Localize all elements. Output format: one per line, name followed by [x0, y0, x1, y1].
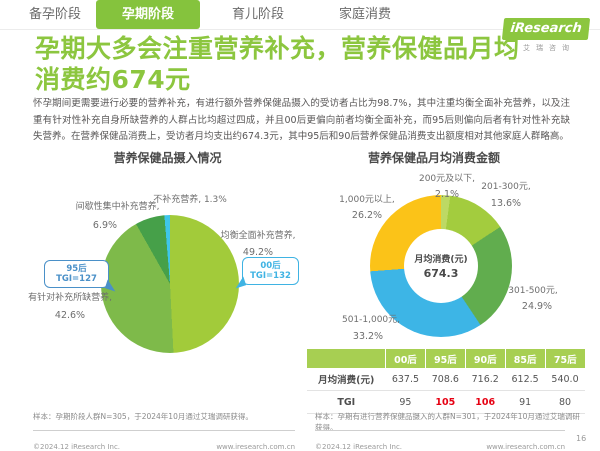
table-row-monthly-spend: 月均消费(元) 637.5 708.6 716.2 612.5 540.0: [307, 368, 585, 391]
intake-label-targeted: 有针对补充所缺营养,: [28, 293, 112, 303]
spend-donut-center: 月均消费(元) 674.3: [385, 252, 497, 280]
tab-bar: 备孕阶段 孕期阶段 育儿阶段 家庭消费: [0, 0, 600, 30]
table-cell: 637.5: [385, 368, 426, 391]
table-cell: 540.0: [545, 368, 585, 391]
spend-pct-301-500: 24.9%: [521, 301, 553, 312]
callout-00hou-group: 00后: [260, 261, 281, 271]
callout-95hou-group: 95后: [66, 264, 87, 274]
spend-pct-under200: 2.1%: [434, 189, 460, 200]
spend-pct-over1000: 26.2%: [351, 210, 383, 221]
table-header-85hou: 85后: [504, 349, 546, 368]
table-cell: 708.6: [425, 368, 466, 391]
generation-spend-table: 00后 95后 90后 85后 75后 月均消费(元) 637.5 708.6 …: [307, 349, 585, 414]
callout-95hou-value: TGI=127: [56, 274, 97, 284]
table-row-tgi: TGI 95 105 106 91 80: [307, 390, 585, 414]
intake-pie-chart: [101, 215, 239, 353]
copyright-text: ©2024.12 iResearch Inc.: [315, 443, 403, 451]
table-cell: 91: [505, 390, 546, 414]
tab-family-consumption[interactable]: 家庭消费: [338, 7, 391, 22]
intro-paragraph: 怀孕期间更需要进行必要的营养补充，有进行额外营养保健品摄入的受访者占比为98.7…: [33, 98, 570, 142]
table-cell: 95: [385, 390, 426, 414]
intake-pct-intermittent: 6.9%: [92, 220, 118, 231]
table-cell-highlight: 105: [425, 390, 466, 414]
website-text: www.iresearch.com.cn: [216, 443, 295, 451]
spend-label-501-1000: 501-1,000元,: [341, 315, 401, 325]
footer-right: ©2024.12 iResearch Inc. www.iresearch.co…: [315, 430, 565, 451]
intake-label-intermittent: 间歇性集中补充营养,: [75, 202, 160, 212]
intake-label-none: 不补充营养, 1.3%: [153, 195, 227, 205]
footnote-right: 样本：孕期有进行营养保健品摄入的人群N=301，于2024年10月通过艾瑞调研获…: [315, 412, 580, 432]
intake-chart-title: 营养保健品摄入情况: [113, 151, 222, 165]
table-cell: 80: [545, 390, 585, 414]
spend-pct-501-1000: 33.2%: [352, 331, 384, 342]
website-text: www.iresearch.com.cn: [486, 443, 565, 451]
table-header-75hou: 75后: [544, 349, 585, 368]
spend-donut-hole: [404, 229, 478, 303]
spend-label-under200: 200元及以下,: [418, 174, 476, 184]
tab-pregnancy-stage[interactable]: 孕期阶段: [96, 0, 200, 29]
spend-label-301-500: 301-500元,: [508, 286, 558, 296]
intake-label-balanced: 均衡全面补充营养,: [220, 231, 296, 241]
intake-chart-section: 营养保健品摄入情况 不补充营养, 1.3% 间歇性集中补充营养, 6.9% 均衡…: [0, 145, 300, 407]
spend-pct-201-300: 13.6%: [490, 198, 522, 209]
table-cell: 716.2: [465, 368, 506, 391]
footer-left: ©2024.12 iResearch Inc. www.iresearch.co…: [33, 430, 295, 451]
row-label-tgi: TGI: [307, 390, 386, 414]
footnote-left: 样本：孕期阶段人群N=305，于2024年10月通过艾瑞调研获得。: [33, 412, 253, 421]
callout-95hou-tgi: 95后 TGI=127: [44, 260, 119, 292]
table-header-row: 00后 95后 90后 85后 75后: [307, 349, 585, 368]
iresearch-logo: iResearch 艾瑞咨询: [501, 18, 591, 53]
spend-chart-section: 营养保健品月均消费金额 月均消费(元) 674.3 200元及以下, 2.1% …: [300, 145, 600, 414]
spend-label-201-300: 201-300元,: [481, 182, 531, 192]
callout-00hou-pointer: [232, 276, 247, 289]
spend-chart-title: 营养保健品月均消费金额: [367, 151, 500, 165]
iresearch-logo-chinese: 艾瑞咨询: [523, 44, 575, 52]
iresearch-logo-text: iResearch: [501, 18, 591, 40]
spend-label-over1000: 1,000元以上,: [339, 195, 395, 205]
page-number: 16: [576, 434, 587, 443]
intake-pct-targeted: 42.6%: [54, 310, 86, 321]
table-header-95hou: 95后: [424, 349, 466, 368]
table-header-90hou: 90后: [464, 349, 506, 368]
table-header-empty: [307, 349, 386, 368]
table-cell-highlight: 106: [465, 390, 506, 414]
row-label-monthly-spend: 月均消费(元): [307, 368, 386, 391]
callout-00hou-tgi: 00后 TGI=132: [232, 257, 299, 289]
spend-center-value: 674.3: [423, 267, 459, 280]
copyright-text: ©2024.12 iResearch Inc.: [33, 443, 121, 451]
tab-preparing-pregnancy[interactable]: 备孕阶段: [28, 7, 81, 22]
table-cell: 612.5: [505, 368, 546, 391]
intake-pct-balanced: 49.2%: [242, 247, 274, 258]
tab-parenting-stage[interactable]: 育儿阶段: [231, 7, 284, 22]
page-title: 孕期大多会注重营养补充，营养保健品月均消费约674元: [35, 34, 520, 94]
table-header-00hou: 00后: [385, 349, 426, 368]
spend-center-label: 月均消费(元): [414, 255, 468, 265]
callout-00hou-value: TGI=132: [250, 271, 291, 281]
